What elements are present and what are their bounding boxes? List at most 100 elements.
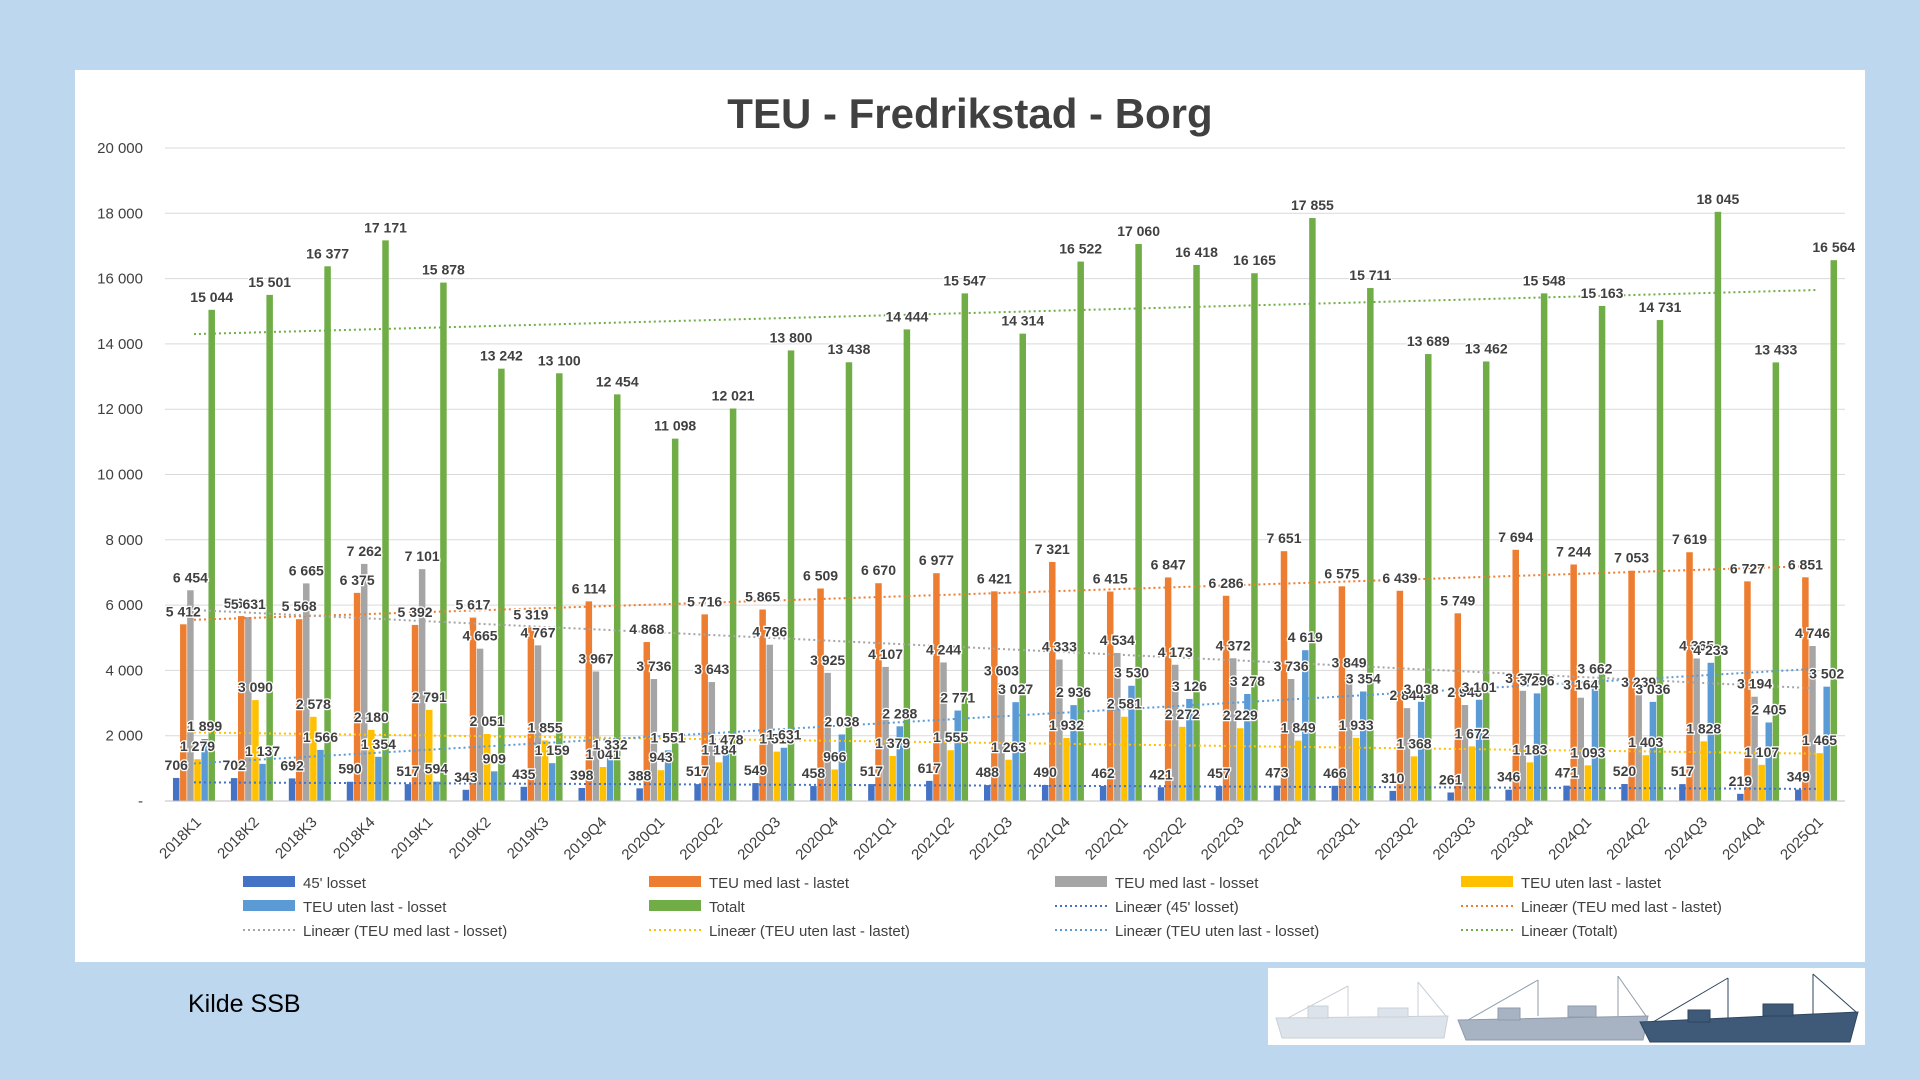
legend-swatch bbox=[243, 876, 295, 887]
bar bbox=[425, 709, 433, 801]
data-label: 18 045 bbox=[1697, 191, 1740, 207]
data-label: 1 183 bbox=[1512, 741, 1547, 757]
bar bbox=[671, 438, 679, 801]
bar bbox=[715, 762, 723, 801]
data-label: 3 038 bbox=[1404, 681, 1439, 697]
x-tick-label: 2019K3 bbox=[504, 814, 553, 863]
bar bbox=[548, 763, 556, 801]
bar bbox=[954, 710, 961, 801]
data-label: 471 bbox=[1555, 765, 1579, 781]
bar bbox=[324, 266, 331, 801]
legend-label: Lineær (TEU med last - lastet) bbox=[1521, 899, 1722, 916]
data-label: 706 bbox=[165, 757, 189, 773]
data-label: 4 786 bbox=[752, 624, 787, 640]
x-tick-label: 2018K2 bbox=[214, 814, 263, 863]
data-label: 462 bbox=[1091, 765, 1115, 781]
data-label: 1 093 bbox=[1570, 744, 1605, 760]
x-tick-label: 2019K1 bbox=[388, 814, 437, 863]
data-labels: 706 702 692 590 517 343 435 398 388 517 549 458 517 6… bbox=[163, 190, 1856, 791]
data-label: 12 454 bbox=[596, 373, 639, 389]
legend-label: 45' losset bbox=[303, 875, 367, 892]
x-tick-label: 2021Q3 bbox=[966, 814, 1016, 864]
x-tick-label: 2022Q2 bbox=[1140, 814, 1190, 864]
y-tick-label: 20 000 bbox=[97, 140, 143, 157]
data-label: 517 bbox=[1671, 763, 1695, 779]
bar bbox=[1823, 686, 1830, 801]
bar bbox=[1099, 785, 1107, 801]
data-label: 458 bbox=[802, 765, 826, 781]
x-tick-label: 2024Q2 bbox=[1603, 814, 1653, 864]
bar bbox=[317, 749, 324, 801]
bar bbox=[1396, 590, 1404, 801]
data-label: 5 412 bbox=[166, 603, 201, 619]
data-label: 4 534 bbox=[1100, 632, 1135, 648]
data-label: 1 379 bbox=[875, 735, 910, 751]
data-label: 3 502 bbox=[1809, 666, 1844, 682]
bar bbox=[520, 786, 528, 801]
data-label: 13 242 bbox=[480, 348, 523, 364]
bar bbox=[650, 679, 658, 801]
bar bbox=[1331, 785, 1339, 801]
data-label: 7 651 bbox=[1266, 530, 1301, 546]
legend-label: TEU uten last - losset bbox=[303, 899, 447, 916]
data-label: 4 244 bbox=[926, 641, 961, 657]
bar bbox=[1809, 646, 1816, 801]
bar bbox=[1461, 705, 1469, 801]
bar bbox=[701, 614, 708, 801]
bar bbox=[947, 750, 954, 801]
x-tick-label: 2019Q4 bbox=[561, 814, 611, 864]
x-tick-label: 2018K3 bbox=[272, 814, 321, 863]
data-label: 6 977 bbox=[919, 552, 954, 568]
data-label: 388 bbox=[628, 767, 652, 783]
legend-label: Lineær (45' losset) bbox=[1115, 899, 1239, 916]
y-tick-label: - bbox=[138, 793, 143, 810]
bar bbox=[266, 294, 273, 801]
bar bbox=[541, 740, 549, 801]
data-label: 15 547 bbox=[943, 272, 986, 288]
data-label: 6 439 bbox=[1382, 570, 1417, 586]
bar bbox=[1621, 784, 1628, 801]
bar bbox=[433, 781, 440, 801]
data-label: 13 433 bbox=[1754, 341, 1797, 357]
data-label: 1 263 bbox=[991, 739, 1026, 755]
bar bbox=[353, 592, 361, 801]
bar bbox=[1280, 551, 1288, 801]
trendline bbox=[193, 564, 1817, 621]
bar bbox=[1106, 591, 1114, 801]
bar bbox=[1482, 361, 1490, 801]
data-label: 5 865 bbox=[745, 589, 780, 605]
bar bbox=[599, 767, 607, 801]
data-label: 1 631 bbox=[766, 727, 801, 743]
data-label: 1 184 bbox=[701, 741, 736, 757]
y-tick-label: 2 000 bbox=[105, 728, 143, 745]
data-label: 4 868 bbox=[629, 621, 664, 637]
bar bbox=[498, 368, 505, 801]
legend-label: TEU med last - lastet bbox=[709, 875, 850, 892]
data-label: 3 278 bbox=[1230, 673, 1265, 689]
bar bbox=[752, 783, 759, 801]
data-label: 3 036 bbox=[1635, 681, 1670, 697]
data-label: 4 365 bbox=[1679, 637, 1714, 653]
bar bbox=[1244, 693, 1251, 801]
data-label: 943 bbox=[649, 749, 673, 765]
data-label: 473 bbox=[1265, 765, 1289, 781]
data-label: 3 101 bbox=[1462, 679, 1497, 695]
data-label: 966 bbox=[823, 748, 847, 764]
data-label: 1 899 bbox=[187, 718, 222, 734]
data-label: 398 bbox=[570, 767, 594, 783]
bar bbox=[643, 642, 651, 801]
data-label: 5 716 bbox=[687, 593, 722, 609]
bar bbox=[440, 282, 447, 801]
bar bbox=[889, 755, 896, 801]
data-label: 1 513 bbox=[759, 731, 794, 747]
bar bbox=[585, 601, 593, 801]
bar bbox=[1519, 690, 1527, 801]
trendline bbox=[193, 667, 1817, 765]
bar bbox=[310, 716, 317, 801]
bar bbox=[1591, 681, 1599, 801]
bar bbox=[882, 666, 889, 801]
trendline bbox=[193, 289, 1817, 336]
bar bbox=[375, 756, 382, 801]
data-label: 6 509 bbox=[803, 567, 838, 583]
x-tick-label: 2024Q4 bbox=[1719, 814, 1769, 864]
